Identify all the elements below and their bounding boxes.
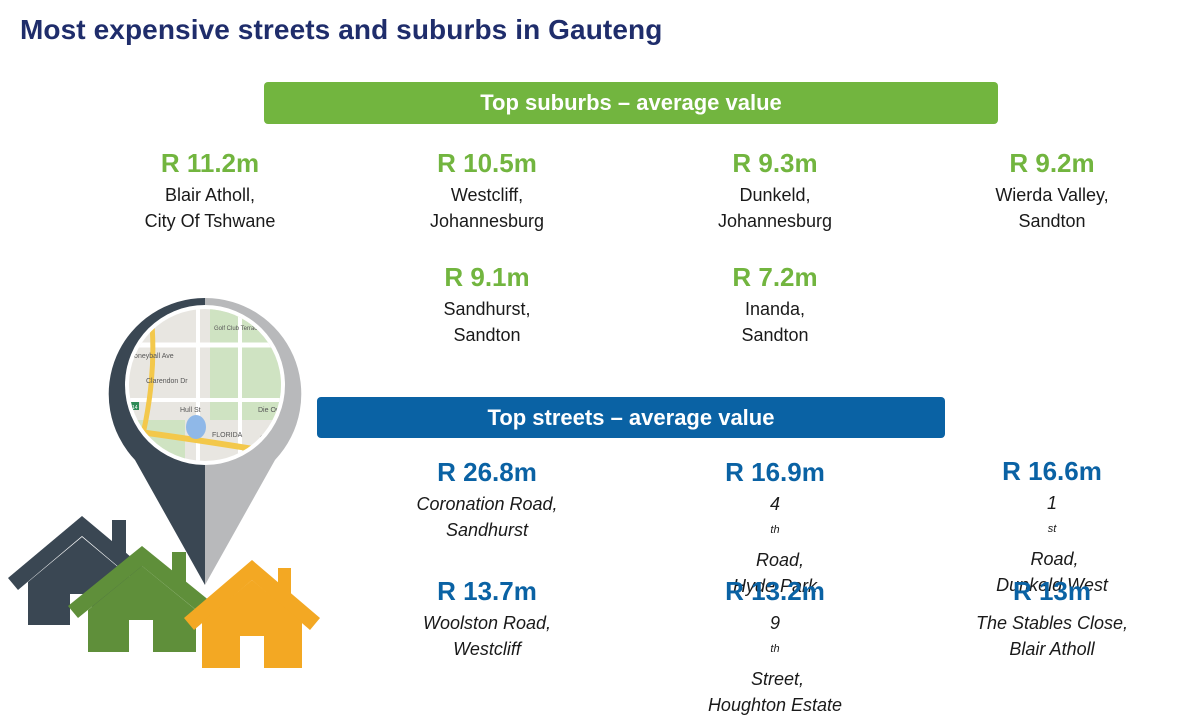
street-value: R 13m: [1012, 576, 1092, 606]
suburb-item: R 9.1m Sandhurst, Sandton: [357, 262, 617, 348]
street-item: R 13m The Stables Close, Blair Atholl: [922, 576, 1179, 662]
suburb-name: Sandhurst, Sandton: [443, 299, 531, 345]
svg-text:14: 14: [132, 405, 138, 411]
svg-text:Hull St: Hull St: [180, 407, 201, 414]
map-pin-icon: Honeyball Ave Clarendon Dr Hull St FLORI…: [108, 297, 302, 585]
suburb-item: R 9.3m Dunkeld, Johannesburg: [645, 148, 905, 234]
street-value: R 13.2m: [725, 576, 825, 606]
street-value: R 13.7m: [437, 576, 537, 606]
street-value: R 26.8m: [437, 457, 537, 487]
suburb-name: Westcliff, Johannesburg: [429, 185, 545, 231]
suburb-name: Blair Atholl, City Of Tshwane: [144, 185, 276, 231]
street-name: Woolston Road, Westcliff: [422, 613, 552, 659]
suburb-value: R 10.5m: [437, 148, 537, 178]
svg-text:Honeyball Ave: Honeyball Ave: [129, 353, 174, 360]
suburb-item: R 7.2m Inanda, Sandton: [645, 262, 905, 348]
suburb-item: R 10.5m Westcliff, Johannesburg: [357, 148, 617, 234]
svg-text:FLORIDA: FLORIDA: [212, 432, 243, 439]
suburb-value: R 9.1m: [444, 262, 530, 292]
street-value: R 16.9m: [725, 457, 825, 487]
suburb-value: R 9.3m: [732, 148, 818, 178]
street-item: R 26.8m Coronation Road, Sandhurst: [357, 457, 617, 543]
street-name: The Stables Close, Blair Atholl: [975, 613, 1129, 659]
suburb-item: R 9.2m Wierda Valley, Sandton: [922, 148, 1179, 234]
street-name: Coronation Road, Sandhurst: [416, 494, 558, 540]
suburb-value: R 9.2m: [1009, 148, 1095, 178]
suburb-name: Inanda, Sandton: [741, 299, 809, 345]
top-streets-banner: Top streets – average value: [317, 397, 945, 438]
top-suburbs-banner: Top suburbs – average value: [264, 82, 998, 124]
suburb-value: R 11.2m: [160, 148, 260, 178]
svg-text:Golf Club Terrace: Golf Club Terrace: [214, 326, 261, 332]
page-title: Most expensive streets and suburbs in Ga…: [20, 14, 663, 45]
street-value: R 16.6m: [1002, 456, 1102, 486]
svg-text:Die Ou: Die Ou: [258, 407, 280, 414]
svg-text:Clarendon Dr: Clarendon Dr: [146, 378, 188, 385]
suburb-name: Wierda Valley, Sandton: [995, 185, 1109, 231]
suburb-item: R 11.2m Blair Atholl, City Of Tshwane: [80, 148, 340, 234]
suburb-value: R 7.2m: [732, 262, 818, 292]
house-icon-orange: [184, 560, 320, 668]
suburb-name: Dunkeld, Johannesburg: [717, 185, 833, 231]
map-pin-houses-illustration: Honeyball Ave Clarendon Dr Hull St FLORI…: [8, 297, 320, 668]
street-item: R 13.7m Woolston Road, Westcliff: [357, 576, 617, 662]
